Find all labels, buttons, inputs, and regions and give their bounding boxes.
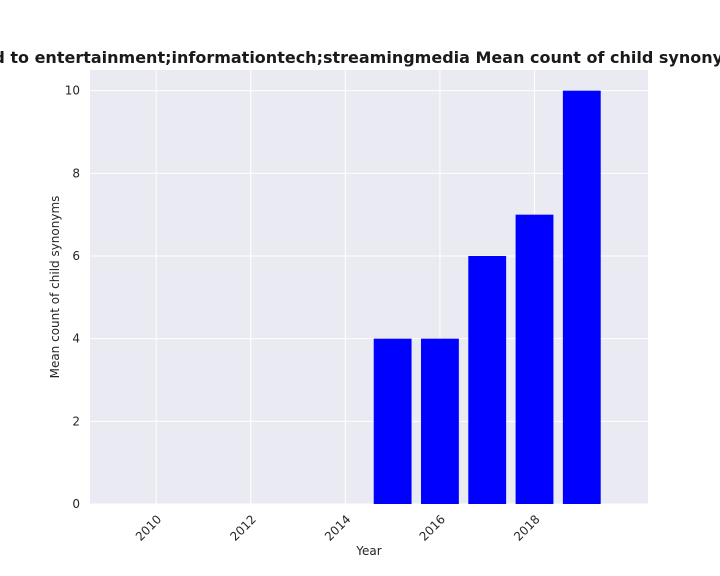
x-axis-label: Year [355, 544, 381, 558]
y-tick-label: 6 [72, 249, 80, 263]
chart-title: e related to entertainment;informationte… [0, 48, 720, 67]
y-tick-label: 0 [72, 497, 80, 511]
bar-2016 [421, 338, 459, 504]
bar-2017 [468, 256, 507, 504]
x-axis-ticks: 2010 2012 2014 2016 2018 [133, 512, 543, 543]
x-tick-label: 2018 [511, 512, 542, 543]
bar-2015 [373, 338, 412, 504]
x-tick-label: 2016 [417, 512, 448, 543]
y-tick-label: 8 [72, 166, 80, 180]
x-tick-label: 2014 [322, 512, 353, 543]
bar-2018 [515, 214, 554, 504]
y-tick-label: 4 [72, 332, 80, 346]
bar-2019 [562, 90, 601, 505]
y-axis-ticks: 0 2 4 6 8 10 [65, 84, 80, 511]
bars [373, 90, 601, 505]
plot-area [90, 70, 648, 504]
y-tick-label: 2 [72, 414, 80, 428]
y-tick-label: 10 [65, 84, 80, 98]
x-tick-label: 2010 [133, 512, 164, 543]
x-tick-label: 2012 [227, 512, 258, 543]
y-axis-label: Mean count of child synonyms [48, 196, 62, 379]
